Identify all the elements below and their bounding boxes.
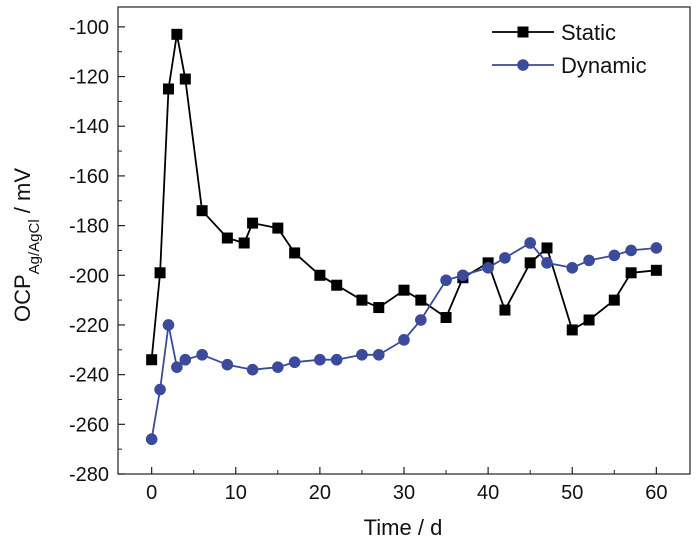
data-point [398, 334, 410, 346]
data-point [331, 279, 343, 291]
y-axis-title-unit: / mV [10, 168, 35, 220]
x-axis: 0 10 20 30 40 50 60 [146, 467, 667, 504]
data-point [608, 249, 621, 262]
legend-item-dynamic: Dynamic [492, 53, 647, 78]
data-point [398, 284, 410, 296]
data-point [154, 383, 166, 396]
data-point [524, 237, 536, 249]
y-tick-label: -180 [69, 216, 109, 238]
legend-marker [517, 26, 529, 38]
x-axis-title: Time / d [364, 515, 443, 540]
data-point [196, 348, 208, 361]
data-point [583, 314, 595, 326]
series-layer [145, 28, 663, 446]
y-axis-title-main: OCP [10, 274, 35, 322]
x-tick-label: 0 [146, 482, 157, 504]
data-point [171, 28, 183, 40]
data-point [499, 304, 511, 316]
data-point [650, 264, 662, 276]
data-point [415, 294, 427, 306]
data-point [650, 242, 663, 254]
data-point [566, 324, 578, 336]
legend-marker [517, 59, 529, 71]
data-point [415, 314, 427, 326]
x-tick-label: 30 [393, 482, 415, 504]
data-point [541, 242, 553, 254]
data-point [356, 294, 368, 306]
data-point [145, 433, 158, 446]
legend-label: Dynamic [561, 53, 647, 78]
data-point [289, 247, 301, 259]
data-point [482, 262, 494, 274]
data-point [314, 269, 326, 281]
y-tick-label: -260 [69, 414, 109, 436]
x-tick-label: 20 [309, 482, 331, 504]
data-point [314, 353, 326, 366]
y-tick-label: -220 [69, 315, 109, 337]
data-point [179, 73, 191, 85]
data-point [330, 353, 343, 366]
data-point [625, 267, 637, 279]
data-point [179, 353, 192, 366]
data-point [373, 302, 385, 314]
series-dynamic [145, 237, 663, 446]
x-tick-label: 50 [561, 482, 583, 504]
data-point [524, 257, 536, 269]
y-axis: -280 -260 -240 -220 -200 -180 -160 -140 -120 -100 [69, 17, 125, 486]
legend: Static Dynamic [492, 20, 647, 78]
series-static [146, 28, 662, 366]
y-tick-label: -200 [69, 265, 109, 287]
data-point [583, 254, 595, 267]
data-point [272, 361, 284, 373]
legend-item-static: Static [492, 20, 616, 45]
data-point [288, 356, 301, 369]
y-axis-title: OCPAg/AgCl / mV [10, 168, 43, 322]
x-tick-label: 40 [477, 482, 499, 504]
data-point [608, 294, 620, 306]
legend-label: Static [561, 20, 616, 45]
y-tick-label: -140 [69, 116, 109, 138]
y-tick-label: -120 [69, 67, 109, 89]
data-point [196, 205, 208, 217]
data-point [221, 358, 234, 371]
data-point [440, 274, 452, 287]
y-tick-label: -160 [69, 166, 109, 188]
data-point [541, 257, 553, 269]
y-axis-title-sub: Ag/AgCl [26, 219, 43, 274]
data-point [221, 232, 233, 244]
data-point [238, 237, 250, 249]
data-point [499, 252, 511, 264]
data-point [162, 83, 174, 95]
series-line-static [150, 33, 657, 360]
data-point [247, 217, 259, 229]
data-point [457, 269, 469, 282]
y-tick-label: -240 [69, 365, 109, 387]
y-tick-label: -280 [69, 464, 109, 486]
data-point [356, 348, 368, 361]
data-point [246, 363, 259, 376]
data-point [272, 222, 284, 234]
data-point [625, 244, 637, 257]
data-point [171, 361, 183, 373]
data-point [154, 267, 166, 279]
data-point [162, 319, 175, 331]
x-tick-label: 10 [225, 482, 247, 504]
data-point [146, 354, 158, 366]
data-point [566, 262, 579, 274]
y-tick-label: -100 [69, 17, 109, 39]
x-tick-label: 60 [645, 482, 667, 504]
data-point [440, 312, 452, 324]
data-point [372, 348, 385, 361]
